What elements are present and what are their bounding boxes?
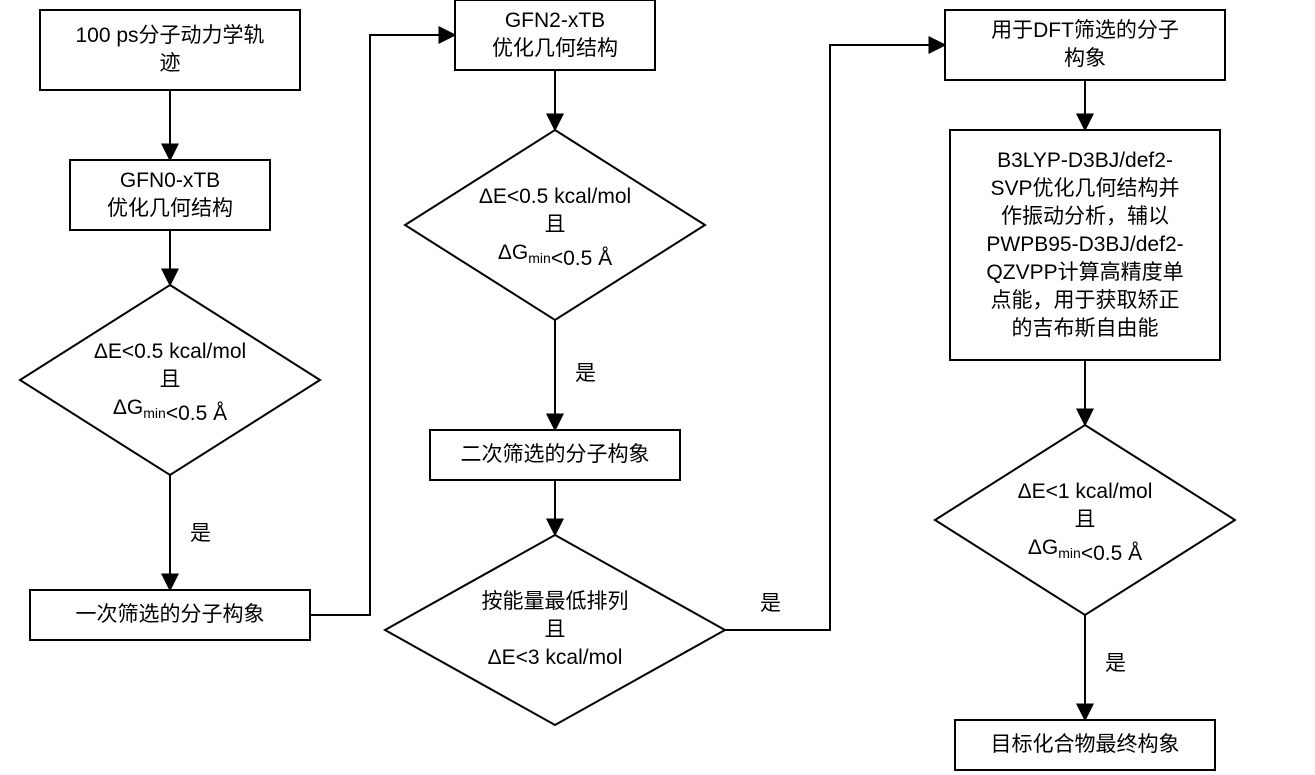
- edge-label-2: 是: [190, 522, 211, 545]
- svg-text:ΔE<0.5 kcal/mol: ΔE<0.5 kcal/mol: [94, 340, 246, 363]
- edge-10: 是: [1085, 615, 1126, 720]
- svg-text:目标化合物最终构象: 目标化合物最终构象: [991, 733, 1180, 756]
- svg-text:B3LYP-D3BJ/def2-: B3LYP-D3BJ/def2-: [997, 149, 1173, 172]
- svg-text:二次筛选的分子构象: 二次筛选的分子构象: [461, 443, 650, 466]
- svg-text:PWPB95-D3BJ/def2-: PWPB95-D3BJ/def2-: [986, 233, 1183, 256]
- node-n5: GFN2-xTB 优化几何结构: [455, 0, 655, 70]
- svg-text:GFN2-xTB: GFN2-xTB: [505, 9, 605, 32]
- svg-text:100 ps分子动力学轨: 100 ps分子动力学轨: [75, 24, 264, 47]
- edge-3: [310, 35, 455, 615]
- svg-text:迹: 迹: [160, 52, 181, 75]
- edge-label-10: 是: [1105, 652, 1126, 675]
- svg-text:优化几何结构: 优化几何结构: [107, 197, 233, 220]
- node-n12: 目标化合物最终构象: [955, 720, 1215, 770]
- node-n10: B3LYP-D3BJ/def2- SVP优化几何结构并作振动分析，辅以 PWPB95…: [950, 130, 1220, 360]
- svg-text:一次筛选的分子构象: 一次筛选的分子构象: [76, 603, 265, 626]
- svg-text:ΔE<0.5 kcal/mol: ΔE<0.5 kcal/mol: [479, 185, 631, 208]
- svg-text:构象: 构象: [1064, 47, 1106, 70]
- node-n1: 100 ps分子动力学轨迹: [40, 10, 300, 90]
- svg-text:ΔE<1 kcal/mol: ΔE<1 kcal/mol: [1018, 480, 1153, 503]
- svg-text:QZVPP计算高精度单: QZVPP计算高精度单: [986, 261, 1183, 284]
- node-n7: 二次筛选的分子构象: [430, 430, 680, 480]
- svg-text:且: 且: [545, 213, 566, 236]
- node-n2: GFN0-xTB 优化几何结构: [70, 160, 270, 230]
- node-n3: ΔE<0.5 kcal/mol且ΔGmin<0.5 Å: [20, 285, 320, 475]
- svg-text:作振动分析，辅以: 作振动分析，辅以: [1001, 205, 1169, 228]
- edge-label-7: 是: [760, 592, 781, 615]
- svg-text:GFN0-xTB: GFN0-xTB: [120, 169, 220, 192]
- svg-text:点能，用于获取矫正: 点能，用于获取矫正: [991, 289, 1180, 312]
- node-n4: 一次筛选的分子构象: [30, 590, 310, 640]
- flowchart: 是是是是 100 ps分子动力学轨迹GFN0-xTB优化几何结构ΔE<0.5 k…: [0, 0, 1315, 775]
- svg-text:且: 且: [545, 618, 566, 641]
- svg-text:ΔE<3 kcal/mol: ΔE<3 kcal/mol: [488, 646, 623, 669]
- svg-text:的吉布斯自由能: 的吉布斯自由能: [1012, 317, 1159, 340]
- svg-text:用于DFT筛选的分子: 用于DFT筛选的分子: [991, 19, 1179, 42]
- svg-text:且: 且: [160, 368, 181, 391]
- node-n9: 用于DFT筛选的分子构象: [945, 10, 1225, 80]
- node-n6: ΔE<0.5 kcal/mol且ΔGmin<0.5 Å: [405, 130, 705, 320]
- edge-2: 是: [170, 475, 211, 590]
- node-n8: 按能量最低排列且 ΔE<3 kcal/mol: [385, 535, 725, 725]
- edge-label-5: 是: [575, 362, 596, 385]
- svg-text:按能量最低排列: 按能量最低排列: [482, 590, 629, 613]
- edge-7: 是: [725, 45, 945, 630]
- svg-text:优化几何结构: 优化几何结构: [492, 37, 618, 60]
- svg-text:SVP优化几何结构并: SVP优化几何结构并: [990, 177, 1179, 200]
- svg-text:且: 且: [1075, 508, 1096, 531]
- edge-5: 是: [555, 320, 596, 430]
- node-n11: ΔE<1 kcal/mol且ΔGmin<0.5 Å: [935, 425, 1235, 615]
